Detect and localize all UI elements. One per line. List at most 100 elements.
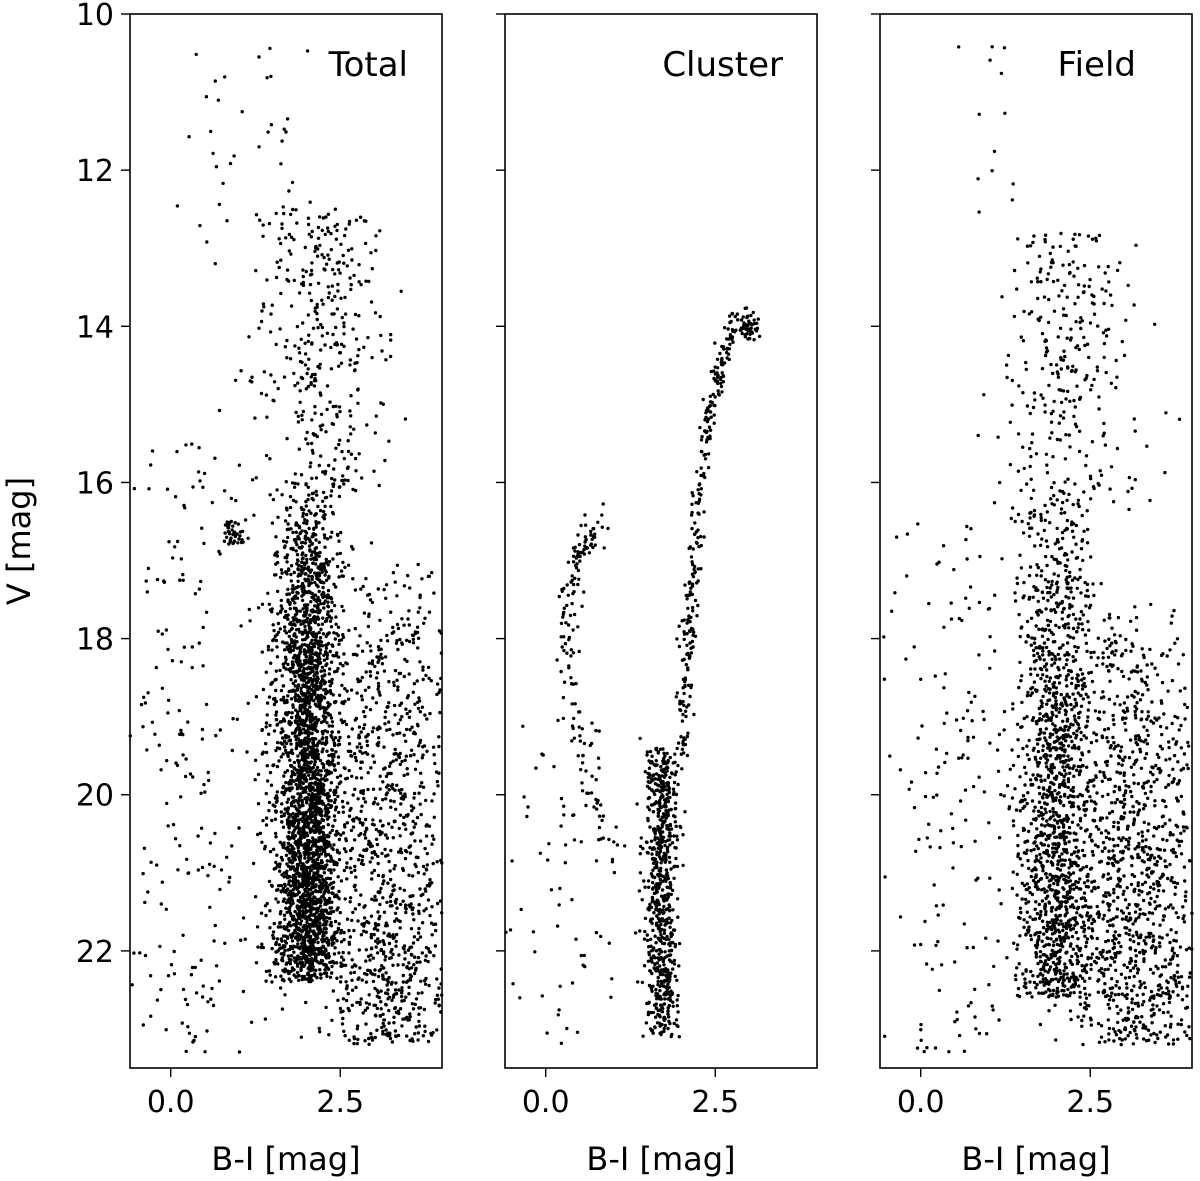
data-point [314,666,318,671]
data-point [278,241,283,246]
data-point [300,418,304,422]
data-point [405,772,410,776]
data-point [320,665,325,669]
data-point [424,945,429,950]
data-point [326,593,330,597]
data-point [329,716,334,720]
data-point [272,702,277,707]
data-point [298,609,302,613]
data-point [291,648,295,652]
data-point [285,560,289,564]
data-point [277,237,281,241]
data-point [217,408,222,413]
data-point [377,940,382,944]
data-point [326,852,331,857]
data-point [267,800,272,805]
data-point [334,961,339,965]
data-point [398,834,402,838]
data-point [267,732,271,736]
data-point [312,968,316,972]
data-point [318,215,322,219]
data-point [283,948,287,953]
data-point [270,946,274,951]
data-point [337,575,341,579]
data-point [309,666,313,671]
data-point [335,552,339,556]
data-point [379,806,383,811]
data-point [426,574,431,579]
data-point [314,958,318,963]
data-point [319,845,323,849]
data-point [359,790,363,795]
data-point [307,657,311,661]
data-point [268,330,273,334]
data-point [246,536,250,540]
data-point [387,788,391,792]
data-point [247,335,251,339]
data-point [212,939,216,943]
data-point [298,389,302,393]
data-point [213,262,217,266]
data-point [382,745,386,749]
data-point [358,966,362,970]
data-point [339,833,343,837]
data-point [303,822,307,826]
data-point [361,710,366,714]
data-point [315,493,319,497]
data-point [166,698,171,702]
data-point [306,222,311,227]
data-point [388,1036,393,1041]
data-point [176,868,180,872]
data-point [287,189,291,193]
data-point [308,273,313,277]
data-point [356,1024,360,1028]
data-point [296,523,300,527]
data-point [214,964,219,968]
data-point [350,978,354,982]
data-point [308,718,312,722]
data-point [653,1025,657,1030]
data-point [290,660,295,664]
data-point [384,854,388,858]
data-point [293,594,298,598]
data-point [431,745,436,749]
data-point [283,609,288,614]
data-point [393,747,397,752]
data-point [411,1007,416,1011]
data-point [345,264,349,268]
data-point [338,551,343,556]
data-point [355,1041,359,1046]
data-point [418,960,422,964]
data-point [367,612,371,616]
data-point [381,940,386,944]
data-point [141,1023,145,1027]
data-point [432,837,436,841]
data-point [324,619,329,623]
data-point [253,778,257,782]
data-point [325,730,330,734]
data-point [300,557,305,561]
data-point [324,947,328,951]
data-point [175,539,180,544]
data-point [295,590,299,595]
data-point [350,258,354,262]
data-point [675,897,680,901]
data-point [239,369,243,373]
data-point [357,263,361,267]
data-point [350,774,354,778]
data-point [317,889,321,894]
data-point [294,975,298,979]
data-point [325,817,330,821]
data-point [296,710,300,714]
data-point [348,276,352,280]
data-point [337,889,341,894]
data-point [318,706,322,711]
data-point [274,535,278,539]
data-point [423,958,428,962]
data-point [306,635,310,639]
data-point [268,493,272,497]
data-point [369,649,373,653]
data-point [282,913,287,917]
data-point [429,1033,434,1037]
data-point [397,850,401,854]
